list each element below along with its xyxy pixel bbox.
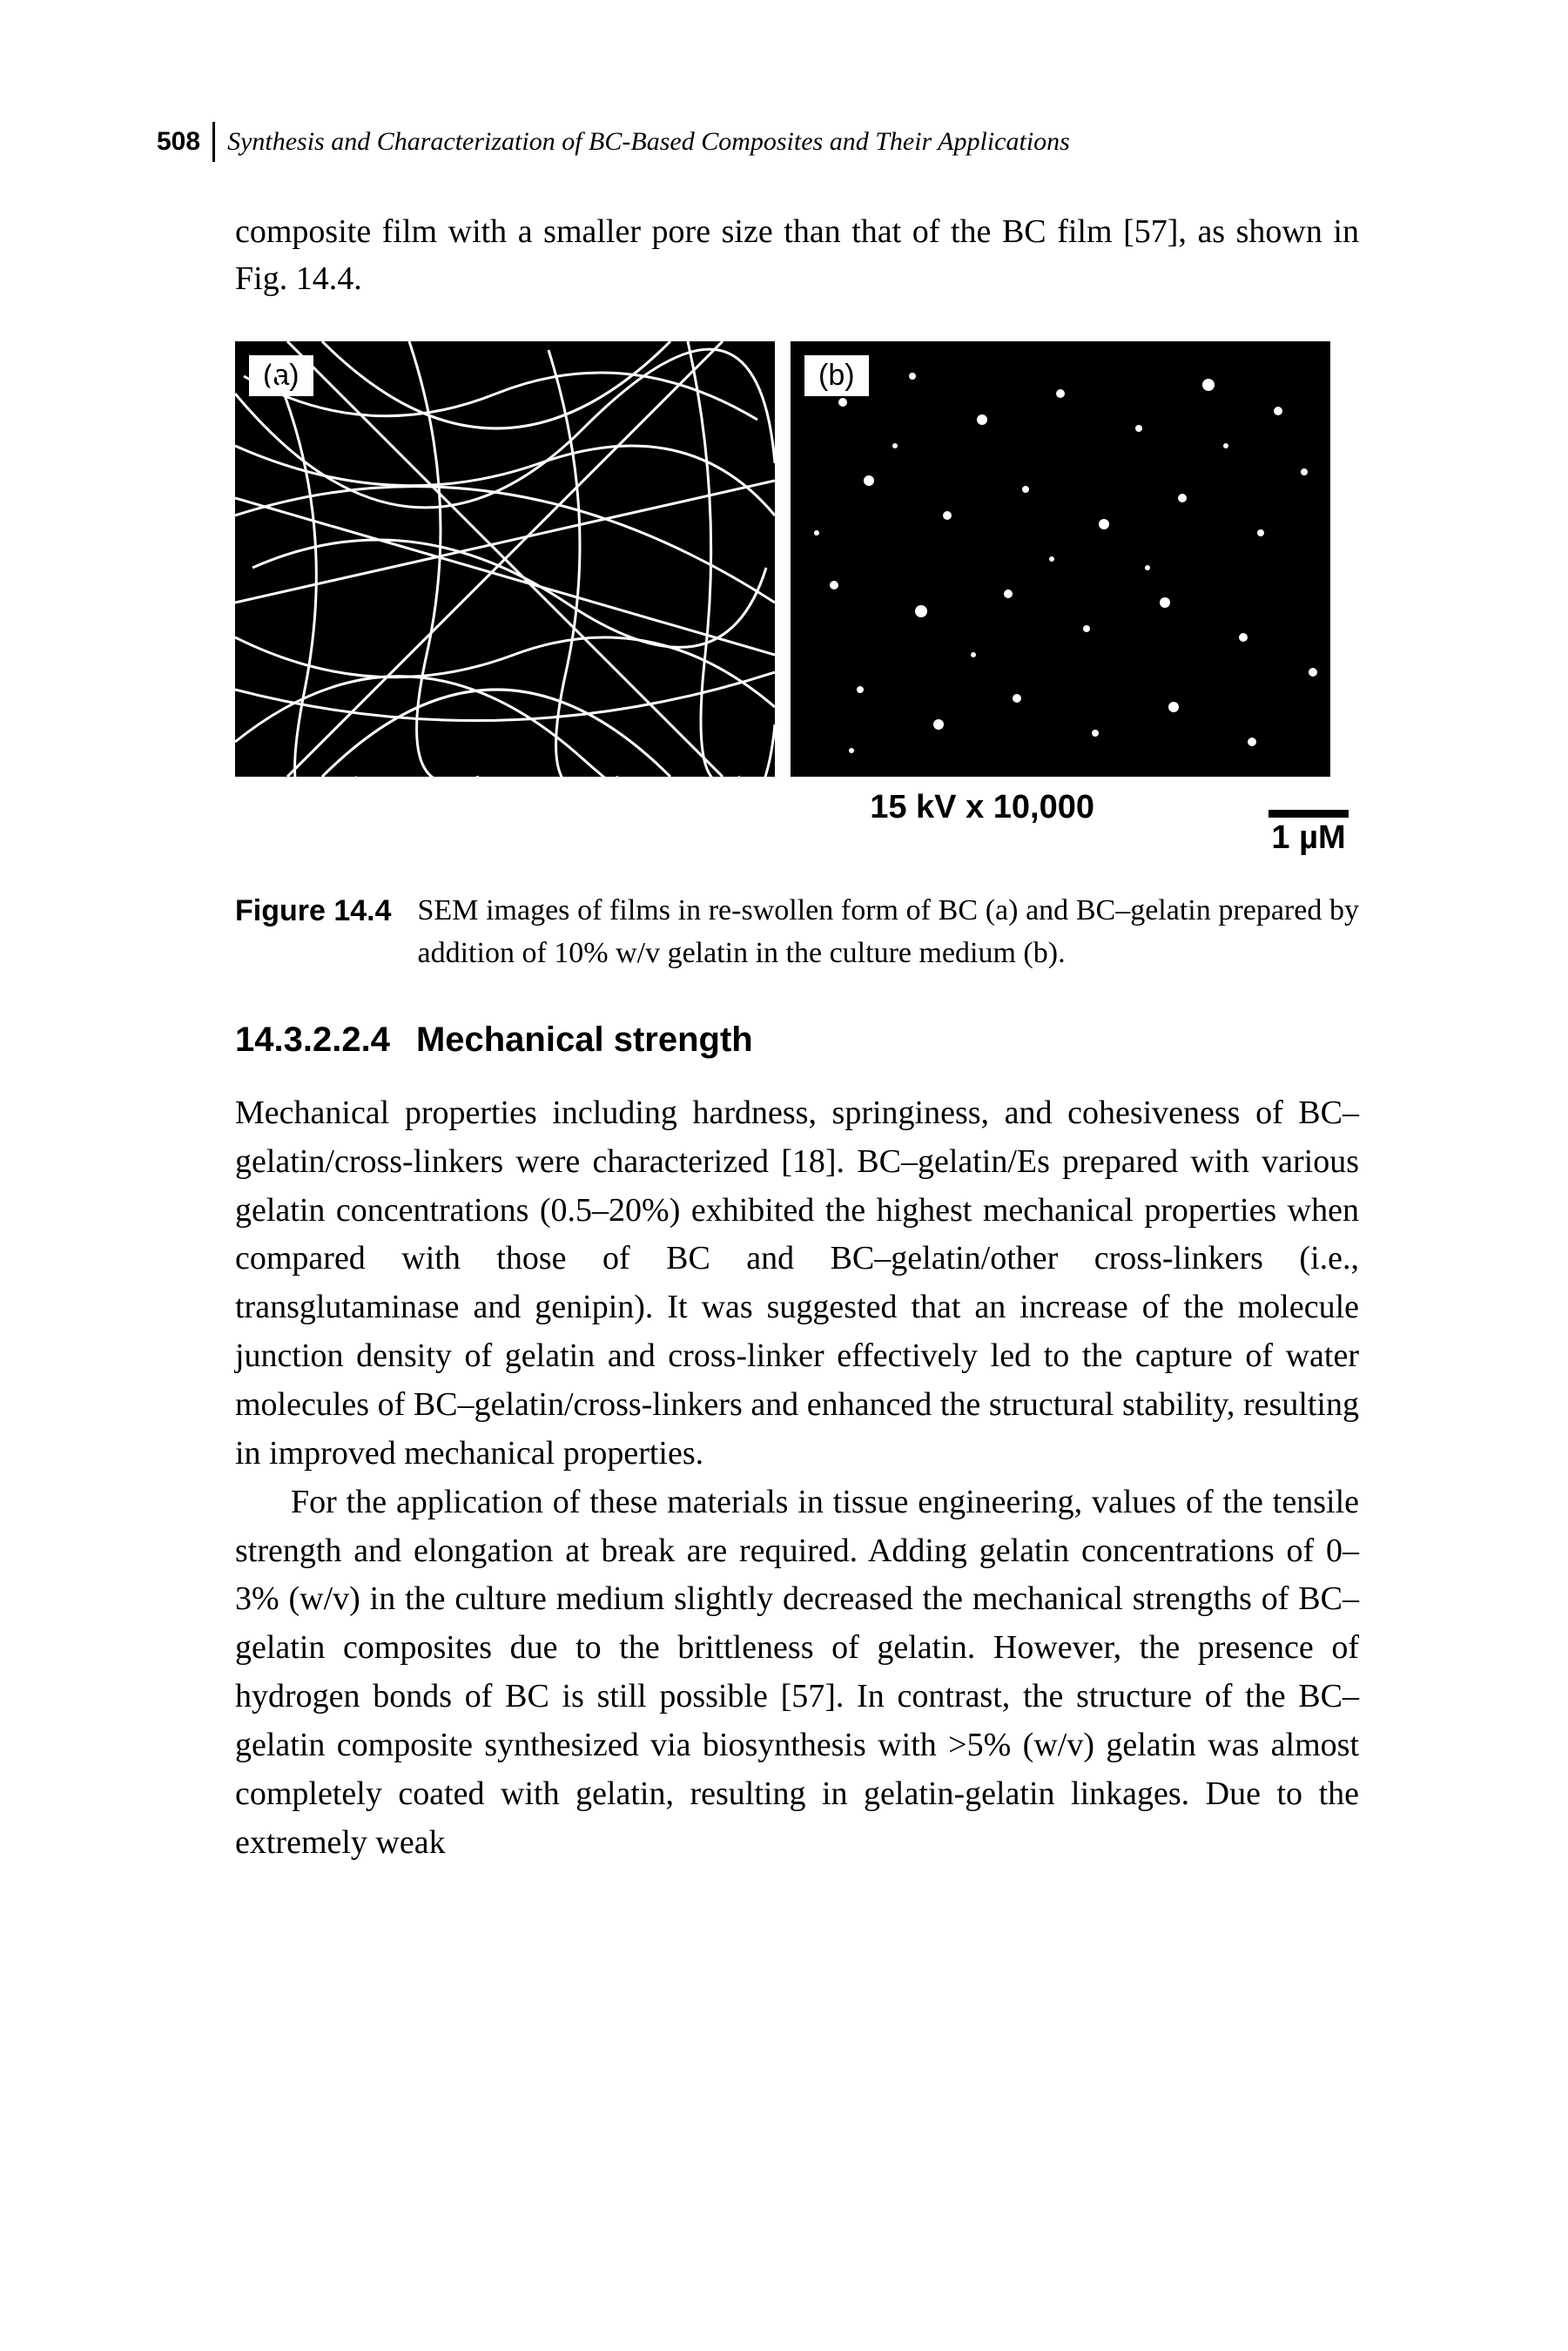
figure-caption-label: Figure 14.4 <box>235 890 392 975</box>
sem-image-b: (b) <box>791 341 1330 777</box>
section-number: 14.3.2.2.4 <box>235 1021 390 1059</box>
body-paragraph-2: For the application of these materials i… <box>235 1479 1359 1868</box>
running-title: Synthesis and Characterization of BC-Bas… <box>227 127 1070 157</box>
page-number: 508 <box>157 127 200 157</box>
section-title: Mechanical strength <box>416 1021 753 1059</box>
figure-caption: Figure 14.4 SEM images of films in re-sw… <box>235 890 1359 975</box>
header-divider <box>212 122 215 162</box>
page-container: 508 Synthesis and Characterization of BC… <box>0 0 1568 2351</box>
sem-fibers-a-icon <box>235 341 775 777</box>
scale-bar-icon <box>1269 810 1349 818</box>
figure-scale-row: 15 kV x 10,000 1 µM <box>235 789 1359 857</box>
sem-texture-b-icon <box>791 341 1330 777</box>
figure-scale-label: 1 µM <box>1271 819 1345 857</box>
intro-paragraph: composite film with a smaller pore size … <box>235 209 1359 303</box>
sem-image-a: (a) <box>235 341 775 777</box>
section-heading: 14.3.2.2.4 Mechanical strength <box>235 1021 1359 1060</box>
figure-caption-text: SEM images of films in re-swollen form o… <box>418 890 1359 975</box>
figure-image-row: (a) <box>235 341 1359 777</box>
page-header: 508 Synthesis and Characterization of BC… <box>157 122 1359 162</box>
figure-14-4: (a) <box>235 341 1359 857</box>
body-paragraph-1: Mechanical properties including hardness… <box>235 1089 1359 1479</box>
figure-scale-wrap: 1 µM <box>1269 810 1349 857</box>
figure-magnification: 15 kV x 10,000 <box>870 789 1094 826</box>
